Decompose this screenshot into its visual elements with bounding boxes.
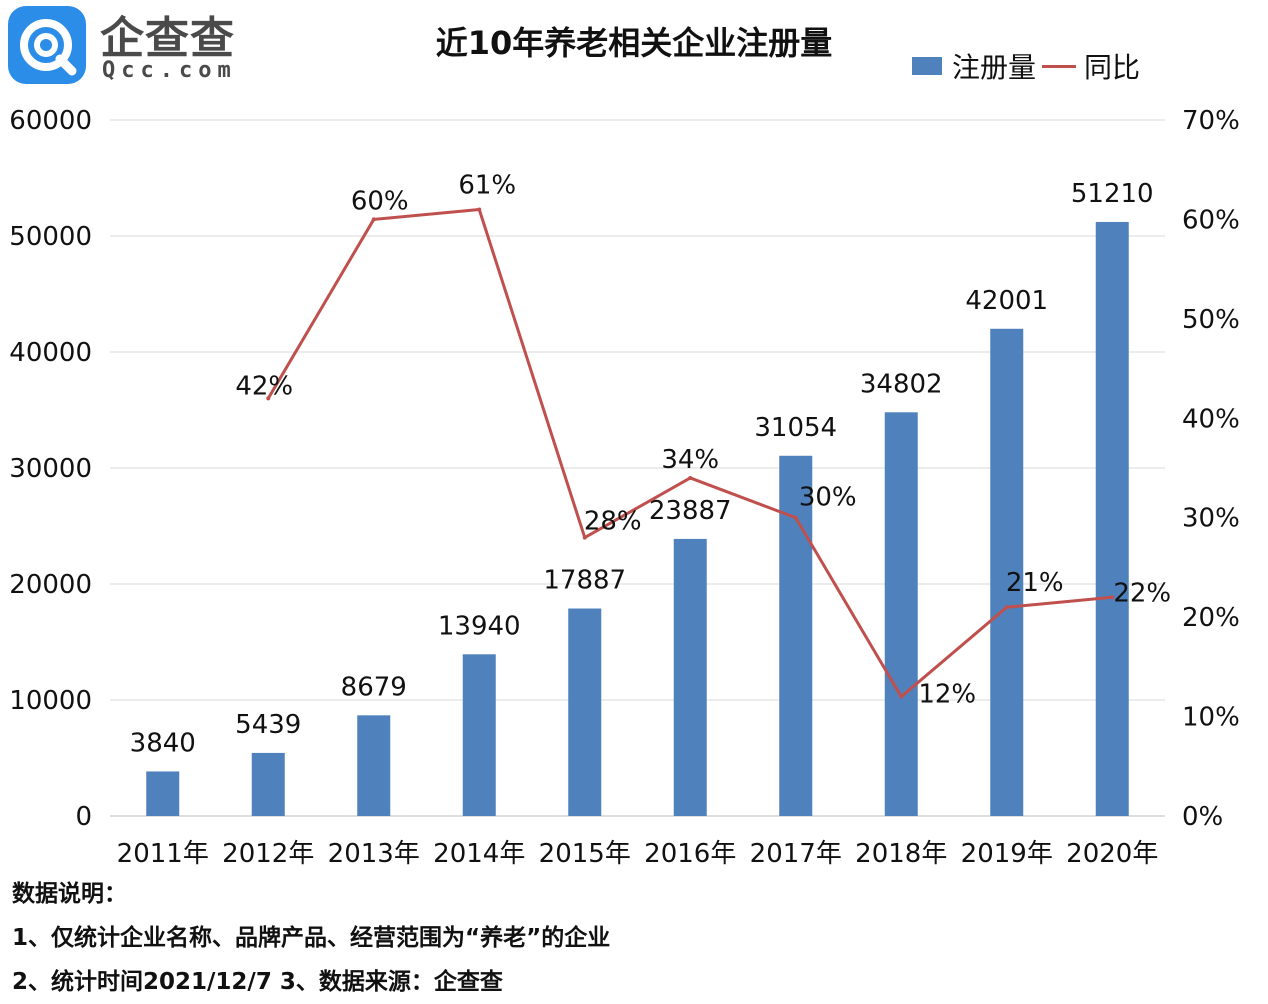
- y-right-tick-label: 70%: [1182, 106, 1240, 136]
- y-right-tick-label: 0%: [1182, 802, 1223, 832]
- bar-value-label: 31054: [754, 413, 837, 443]
- bar-value-label: 17887: [543, 566, 626, 596]
- x-tick-label: 2018年: [855, 839, 947, 869]
- chart-title: 近10年养老相关企业注册量: [435, 24, 833, 62]
- x-tick-label: 2013年: [328, 839, 420, 869]
- chart-legend: 注册量 同比: [912, 48, 1140, 84]
- yoy-point: [477, 207, 482, 212]
- legend-bar-swatch: [912, 57, 942, 75]
- data-notes: 数据说明： 1、仅统计企业名称、品牌产品、经营范围为“养老”的企业 2、统计时间…: [12, 872, 610, 1004]
- yoy-value-label: 34%: [661, 445, 719, 475]
- bar-value-label: 23887: [649, 496, 732, 526]
- bar: [462, 654, 496, 816]
- logo-name-en: Qcc.com: [102, 58, 237, 83]
- x-tick-label: 2014年: [433, 839, 525, 869]
- y-left-tick-label: 0: [75, 802, 92, 832]
- yoy-value-label: 22%: [1113, 578, 1171, 608]
- bar-value-label: 34802: [860, 369, 943, 399]
- y-left-tick-label: 50000: [9, 222, 92, 252]
- yoy-value-label: 28%: [584, 507, 642, 537]
- x-tick-label: 2016年: [644, 839, 736, 869]
- yoy-value-label: 12%: [918, 680, 976, 710]
- yoy-value-label: 21%: [1006, 568, 1064, 598]
- bar: [990, 328, 1024, 816]
- y-right-tick-label: 20%: [1182, 603, 1240, 633]
- bar: [673, 538, 707, 816]
- y-left-tick-label: 20000: [9, 570, 92, 600]
- qcc-logo: 企查查 Qcc.com: [8, 6, 240, 86]
- yoy-point: [1110, 595, 1115, 600]
- y-left-tick-label: 40000: [9, 338, 92, 368]
- bar: [568, 608, 602, 816]
- x-tick-label: 2011年: [117, 839, 209, 869]
- yoy-point: [371, 217, 376, 222]
- x-tick-label: 2019年: [961, 839, 1053, 869]
- y-left-tick-label: 30000: [9, 454, 92, 484]
- x-tick-label: 2012年: [222, 839, 314, 869]
- yoy-value-label: 61%: [458, 170, 516, 200]
- y-right-tick-label: 60%: [1182, 205, 1240, 235]
- yoy-point: [1004, 605, 1009, 610]
- x-tick-label: 2017年: [750, 839, 842, 869]
- y-left-tick-label: 10000: [9, 686, 92, 716]
- bar-value-label: 8679: [341, 672, 407, 702]
- bar-value-label: 5439: [235, 710, 301, 740]
- y-right-tick-label: 50%: [1182, 305, 1240, 335]
- y-right-tick-label: 40%: [1182, 404, 1240, 434]
- y-right-tick-label: 10%: [1182, 703, 1240, 733]
- bar-value-label: 51210: [1071, 179, 1154, 209]
- yoy-point: [899, 694, 904, 699]
- yoy-value-label: 60%: [351, 186, 409, 216]
- yoy-point: [266, 396, 271, 401]
- yoy-value-label: 42%: [235, 371, 293, 401]
- x-tick-label: 2015年: [539, 839, 631, 869]
- bar: [357, 715, 391, 816]
- notes-line-2: 2、统计时间2021/12/7 3、数据来源：企查查: [12, 969, 503, 995]
- bar-value-label: 3840: [130, 728, 196, 758]
- y-right-tick-label: 30%: [1182, 504, 1240, 534]
- qcc-logo-icon: [8, 6, 86, 84]
- yoy-point: [793, 515, 798, 520]
- bar-value-label: 13940: [438, 611, 521, 641]
- legend-line-label: 同比: [1084, 51, 1141, 84]
- logo-name-cn: 企查查: [100, 13, 235, 64]
- bar: [251, 752, 285, 816]
- y-left-tick-label: 60000: [9, 106, 92, 136]
- bar: [884, 412, 918, 816]
- notes-heading: 数据说明：: [12, 881, 127, 907]
- legend-line-swatch: [1042, 64, 1077, 68]
- yoy-value-label: 30%: [799, 483, 857, 513]
- bar: [146, 771, 180, 816]
- x-tick-label: 2020年: [1066, 839, 1158, 869]
- bar: [1095, 221, 1129, 817]
- yoy-point: [688, 475, 693, 480]
- yoy-point: [582, 535, 587, 540]
- bar-value-label: 42001: [965, 286, 1048, 316]
- notes-line-1: 1、仅统计企业名称、品牌产品、经营范围为“养老”的企业: [12, 925, 611, 951]
- legend-bar-label: 注册量: [952, 51, 1037, 84]
